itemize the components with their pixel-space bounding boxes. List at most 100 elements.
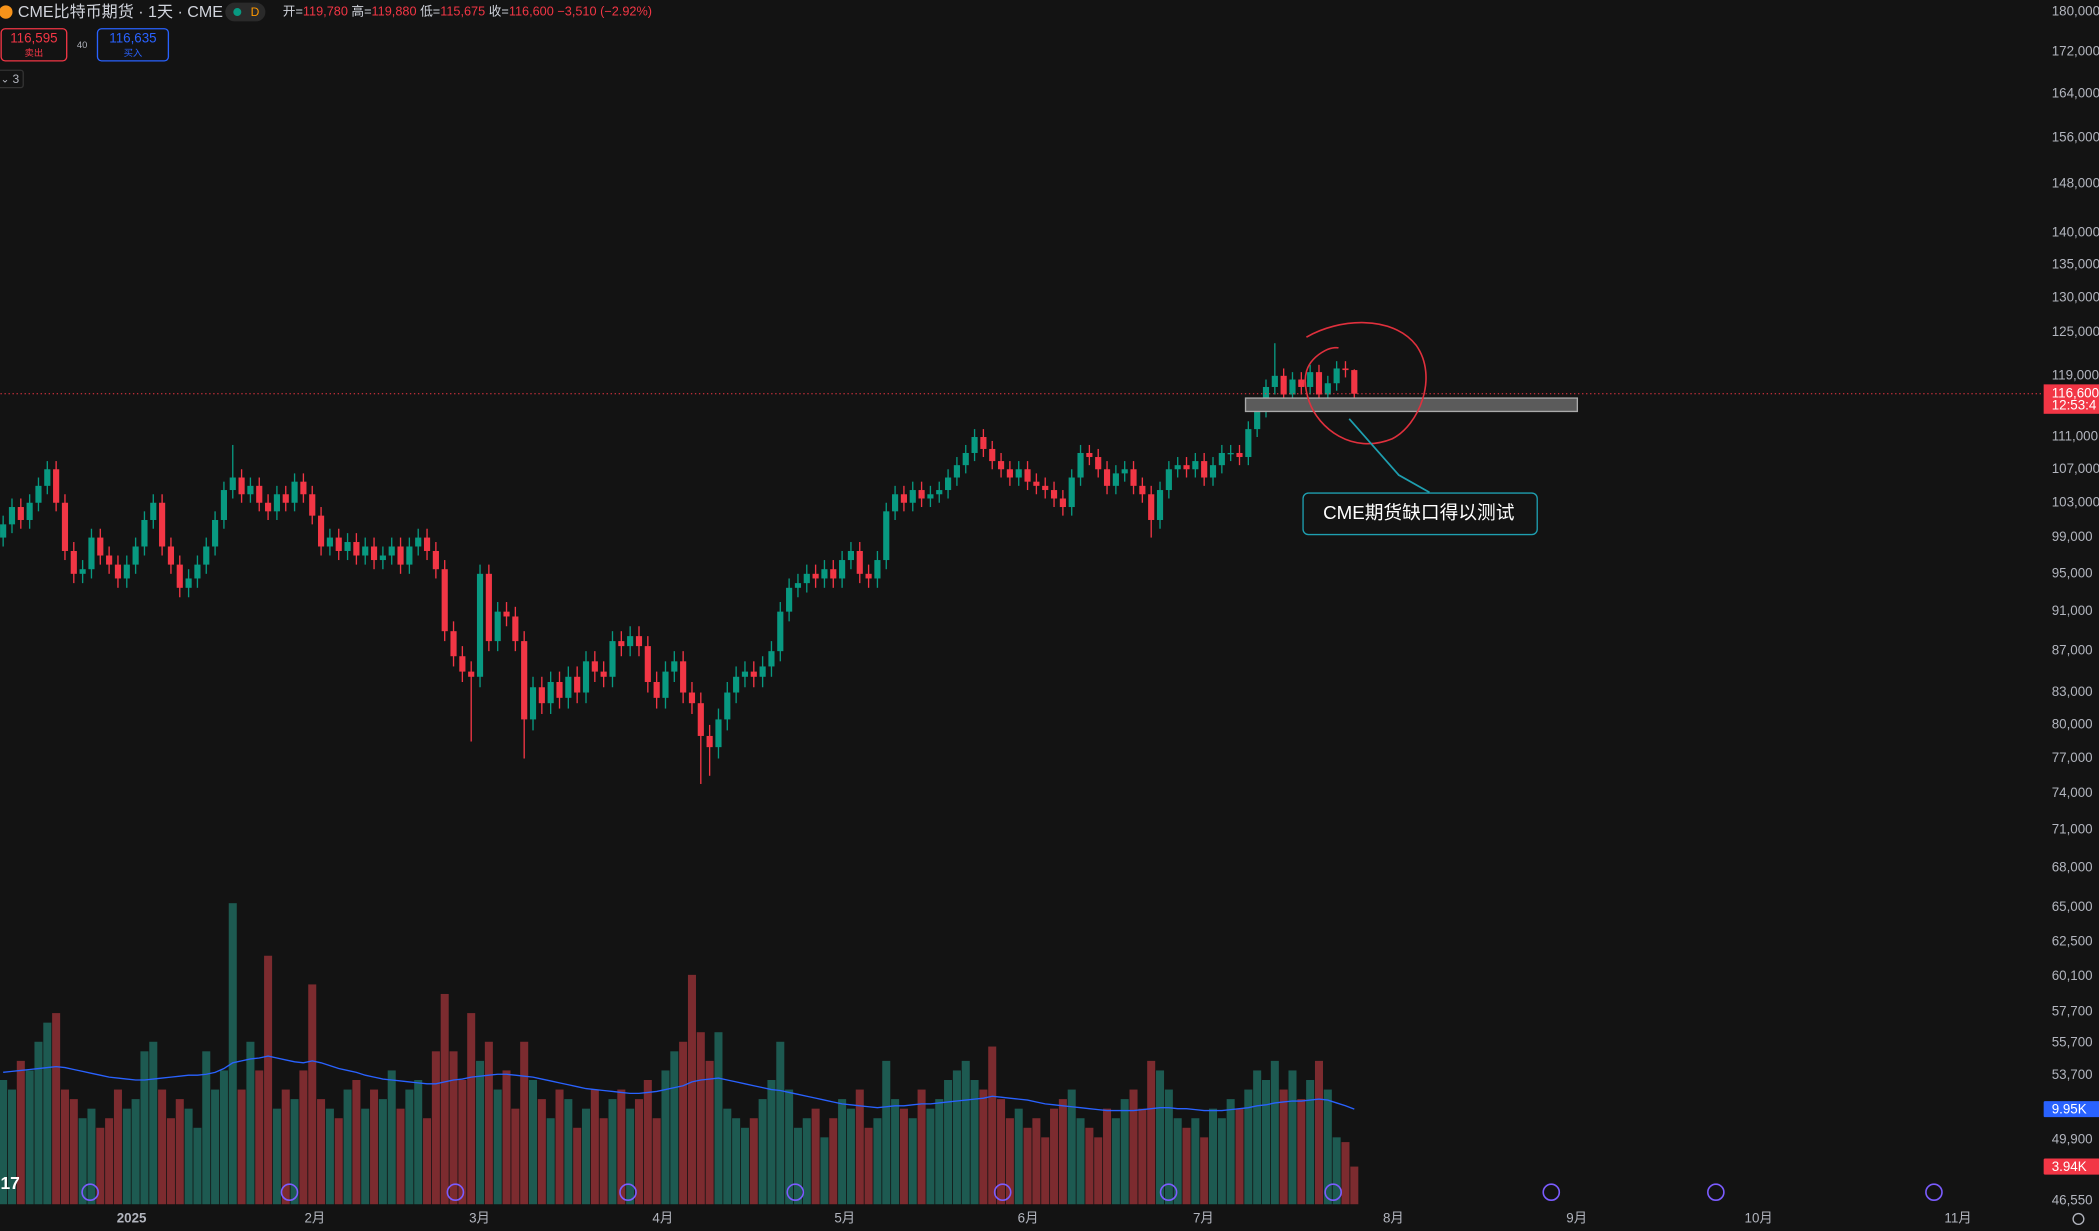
y-tick-label: 55,700 (2052, 1035, 2093, 1050)
buy-button[interactable] (96, 28, 170, 62)
volume-ma-line (3, 1055, 1355, 1112)
volume-bar (184, 1108, 193, 1205)
settings-icon[interactable] (2072, 1212, 2085, 1225)
indicator-toggle[interactable] (0, 69, 24, 89)
candle-body (1015, 469, 1022, 478)
candle-body (847, 550, 855, 561)
y-tick-label: 46,550 (2052, 1192, 2093, 1207)
volume-bar (96, 1127, 105, 1205)
volume-bar (573, 1127, 582, 1205)
candle-body (1156, 490, 1164, 520)
candle-body (8, 507, 16, 525)
volume-bar (802, 1118, 811, 1205)
plot-area (0, 343, 1359, 1205)
volume-bar (414, 1079, 423, 1205)
buy-price: 116,635 (109, 30, 156, 45)
volume-bar (290, 1099, 299, 1205)
candle-body (644, 646, 651, 683)
volume-bar (1208, 1108, 1218, 1205)
y-tick-label: 77,000 (2052, 750, 2093, 765)
volume-ma-badge (2043, 1101, 2099, 1118)
candle-body (900, 494, 907, 503)
y-tick-label: 62,500 (2052, 933, 2093, 948)
volume-bar (599, 1118, 608, 1205)
candle-body (291, 481, 298, 503)
volume-bar (961, 1060, 970, 1205)
annotation-box (1302, 492, 1538, 536)
candle-body (353, 542, 360, 556)
volume-bar (484, 1041, 493, 1205)
volume-bar (1164, 1089, 1173, 1205)
y-tick-label: 71,000 (2052, 821, 2093, 836)
volume-bar (431, 1051, 440, 1205)
volume-bar (705, 1060, 714, 1205)
volume-bar (158, 1089, 167, 1205)
candle-body (856, 550, 863, 574)
candle-body (1183, 465, 1190, 470)
volume-bar (334, 1118, 343, 1205)
y-tick-label: 148,000 (2052, 176, 2099, 191)
y-tick-label: 53,700 (2052, 1067, 2093, 1082)
candle-body (44, 469, 51, 486)
volume-bar (87, 1108, 96, 1205)
candle-body (918, 490, 925, 499)
candle-body (538, 687, 545, 704)
volume-bar (855, 1089, 864, 1205)
candle-body (671, 661, 678, 672)
volume-bar (34, 1041, 43, 1205)
volume-bar (546, 1118, 555, 1205)
volume-bar (511, 1108, 520, 1205)
volume-bar (714, 1032, 723, 1205)
volume-bar (997, 1099, 1006, 1205)
x-tick-label: 2025 (117, 1210, 147, 1225)
sell-button[interactable] (0, 28, 68, 62)
candle-body (379, 555, 386, 561)
volume-bar (944, 1079, 953, 1205)
candle-body (194, 564, 201, 579)
interval-pill[interactable] (225, 2, 266, 22)
volume-bar (776, 1041, 785, 1205)
candle-body (159, 502, 166, 547)
y-tick-label: 80,000 (2052, 716, 2093, 731)
candle-body (724, 692, 731, 720)
candle-body (1139, 485, 1146, 495)
candle-body (1271, 375, 1278, 387)
volume-bar (1191, 1118, 1200, 1205)
volume-bar (343, 1089, 352, 1205)
volume-bar (1032, 1118, 1041, 1205)
y-tick-label: 107,000 (2052, 461, 2099, 476)
volume-bar (458, 1079, 467, 1205)
volume-bar (476, 1060, 485, 1205)
candle-body (582, 661, 590, 693)
event-icons (81, 1183, 1943, 1202)
volume-bar (1350, 1166, 1359, 1205)
x-tick-label: 2月 (305, 1210, 326, 1225)
volume-bar (25, 1070, 34, 1205)
volume-bar (281, 1089, 290, 1205)
candle-body (697, 703, 704, 736)
volume-bar (581, 1108, 591, 1205)
volume-bar (617, 1089, 626, 1205)
candle-body (1112, 473, 1119, 486)
candle-body (185, 578, 192, 588)
volume-bar (299, 1070, 308, 1205)
candle-body (53, 469, 60, 503)
candle-body (476, 573, 484, 677)
interval: D (251, 5, 260, 19)
annotation-text: CME期货缺口得以测试 (1323, 502, 1515, 523)
candle-body (1209, 465, 1217, 478)
y-tick-label: 156,000 (2052, 129, 2099, 144)
open-value: 119,780 (303, 4, 348, 19)
symbol-icon (0, 5, 13, 19)
candle-body (132, 546, 139, 565)
volume-bar (1058, 1099, 1067, 1205)
volume-bar (378, 1099, 387, 1205)
close-value: 116,600 (509, 4, 554, 19)
volume-bar (829, 1118, 838, 1205)
candle-body (229, 477, 236, 491)
candle-body (1342, 368, 1349, 371)
volume-bar (520, 1041, 529, 1205)
y-tick-label: 103,000 (2052, 494, 2099, 509)
volume-bar (396, 1108, 405, 1205)
volume-bar (758, 1099, 767, 1205)
